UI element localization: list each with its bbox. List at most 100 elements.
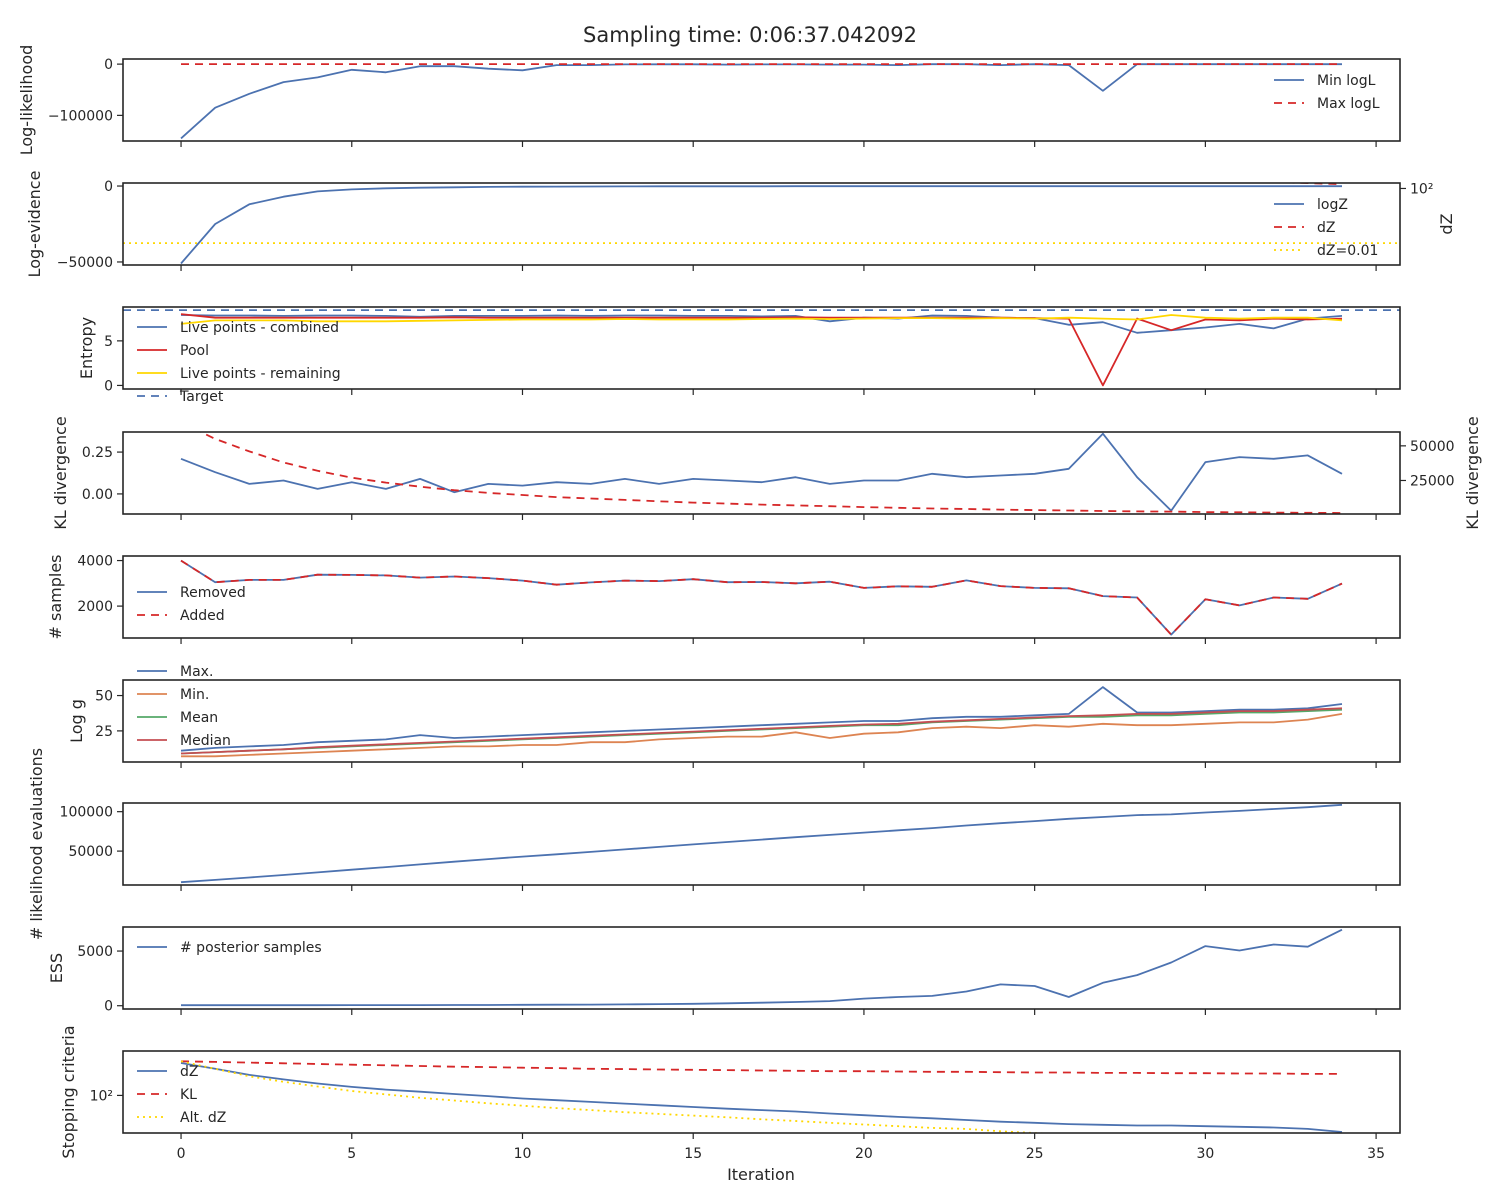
series-line-kl xyxy=(180,1060,1342,1075)
axes-frame xyxy=(122,431,1401,515)
legend-label: Max. xyxy=(180,664,213,680)
legend-label: dZ=0.01 xyxy=(1317,243,1378,259)
subplot-6: 50 25 Log g Max. Min. Mean Median xyxy=(67,664,1401,768)
series-lines xyxy=(180,803,1343,884)
x-axis-label: Iteration xyxy=(727,1165,795,1184)
y-right-tick-label: 25000 xyxy=(1410,473,1455,489)
subplot-1: 0 −100000 Log-likelihood Min logL Max logL xyxy=(17,45,1401,156)
series-lines xyxy=(180,559,1343,636)
x-tick-label: 25 xyxy=(1026,1146,1044,1162)
legend-label: Target xyxy=(179,389,224,405)
y-axis-label: Entropy xyxy=(77,317,96,379)
subplot-8: 5000 0 ESS # posterior samples xyxy=(47,926,1401,1015)
y-axis-label: # samples xyxy=(46,555,65,640)
legend-label: Mean xyxy=(180,710,218,726)
y-axis-label: Stopping criteria xyxy=(59,1025,78,1158)
legend-label: Min. xyxy=(180,687,209,703)
series-line-median xyxy=(180,707,1343,755)
series-line--posterior-samples xyxy=(181,928,1343,1007)
y-tick-label: 0 xyxy=(104,999,113,1015)
legend-label: Alt. dZ xyxy=(180,1110,226,1126)
legend-label: Removed xyxy=(180,585,246,601)
y-tick-label: 2000 xyxy=(77,599,113,615)
axes-frame xyxy=(122,679,1401,763)
series-lines xyxy=(180,63,1342,140)
y-axis-label: Log-likelihood xyxy=(17,45,36,156)
axes-frame xyxy=(122,555,1401,639)
y-tick-label: 0.00 xyxy=(82,487,113,503)
series-line-live-points-remaining xyxy=(180,314,1343,325)
legend-label: # posterior samples xyxy=(180,940,322,956)
series-line-removed xyxy=(180,559,1343,636)
y-right-tick-label: 50000 xyxy=(1410,439,1455,455)
subplots: 0 −100000 Log-likelihood Min logL Max logL 0 −… xyxy=(17,45,1482,1162)
axes-frame xyxy=(122,306,1401,390)
axes-frame xyxy=(122,182,1401,266)
legend-label: dZ xyxy=(180,1064,198,1080)
y-tick-label: −50000 xyxy=(57,255,113,271)
subplot-5: 4000 2000 # samples Removed Added xyxy=(46,554,1401,644)
y-axis-label: Log g xyxy=(67,699,86,743)
series-line-s1 xyxy=(198,432,1343,514)
legend-label: Live points - remaining xyxy=(180,366,341,382)
legend: Removed Added xyxy=(137,585,246,624)
x-tick-label: 35 xyxy=(1367,1146,1385,1162)
series-line-max- xyxy=(180,686,1343,752)
subplot-4: 0.25 0.00 50000 25000 KL divergence KL diverg… xyxy=(51,416,1482,529)
y-tick-label: 0 xyxy=(104,179,113,195)
series-lines xyxy=(123,309,1400,387)
series-line-s0 xyxy=(180,432,1343,512)
legend-label: Max logL xyxy=(1317,96,1380,112)
y-tick-label: 4000 xyxy=(77,554,113,570)
series-line-logz xyxy=(180,185,1342,265)
y-tick-label: 0 xyxy=(104,378,113,394)
y-tick-label: −100000 xyxy=(48,108,113,124)
axes-frame xyxy=(122,58,1401,142)
legend: dZ KL Alt. dZ xyxy=(137,1064,226,1126)
series-lines xyxy=(123,183,1400,265)
series-line-pool xyxy=(180,313,1343,387)
y-axis-label-right: KL divergence xyxy=(1463,416,1482,529)
axes-frame xyxy=(122,1050,1401,1134)
x-tick-label: 5 xyxy=(347,1146,356,1162)
x-tick-label: 0 xyxy=(177,1146,186,1162)
y-tick-label: 0.25 xyxy=(82,445,113,461)
legend-label: Pool xyxy=(180,343,209,359)
figure-title: Sampling time: 0:06:37.042092 xyxy=(583,23,917,47)
series-line-min-logl xyxy=(180,63,1342,140)
legend: logZ dZ dZ=0.01 xyxy=(1274,197,1378,259)
legend-label: Median xyxy=(180,733,231,749)
y-axis-label: ESS xyxy=(47,953,66,983)
x-tick-label: 15 xyxy=(684,1146,702,1162)
series-line-added xyxy=(180,559,1343,636)
y-tick-label: 50 xyxy=(95,689,113,705)
axes-frame xyxy=(122,926,1401,1010)
x-tick-label: 20 xyxy=(855,1146,873,1162)
series-line-mean xyxy=(180,708,1343,755)
series-line-dz xyxy=(180,1062,1343,1133)
subplot-9: 10² 0 5 10 15 20 25 30 35 Stopping criteria dZ KL Al… xyxy=(59,1025,1401,1162)
series-line-alt-dz xyxy=(180,1060,1342,1133)
y-tick-label: 5 xyxy=(104,334,113,350)
y-axis-label: KL divergence xyxy=(51,416,70,529)
y-axis-label: # likelihood evaluations xyxy=(27,748,46,940)
series-line-dz xyxy=(1276,183,1343,186)
y-axis-label-right: dZ xyxy=(1437,213,1456,234)
legend: Min logL Max logL xyxy=(1274,73,1380,112)
series-lines xyxy=(181,928,1343,1007)
legend-label: Live points - combined xyxy=(180,320,339,336)
legend: # posterior samples xyxy=(137,940,322,956)
legend-label: dZ xyxy=(1317,220,1335,236)
y-tick-label: 50000 xyxy=(68,844,113,860)
legend-label: Added xyxy=(180,608,225,624)
y-tick-label: 10² xyxy=(90,1088,113,1104)
axes-frame xyxy=(122,802,1401,886)
x-tick-label: 30 xyxy=(1196,1146,1214,1162)
legend-label: logZ xyxy=(1317,197,1348,213)
series-lines xyxy=(180,432,1343,514)
series-line-min- xyxy=(181,713,1343,758)
legend: Live points - combined Pool Live points - … xyxy=(137,320,341,405)
y-axis-label: Log-evidence xyxy=(25,171,44,278)
